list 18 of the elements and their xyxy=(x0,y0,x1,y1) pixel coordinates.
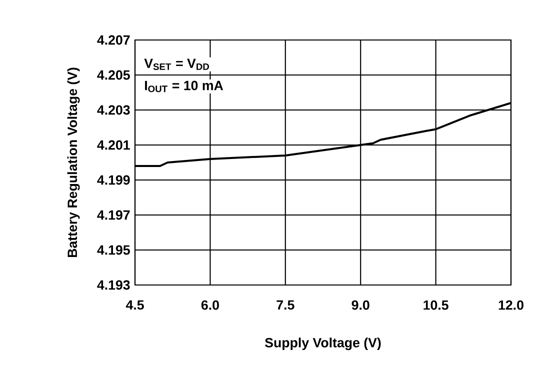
y-tick-label: 4.207 xyxy=(97,35,130,45)
y-tick-label: 4.199 xyxy=(97,175,130,185)
y-axis-title: Battery Regulation Voltage (V) xyxy=(67,68,80,258)
annotation: V$_{SET}$ = V$_{DD}$ xyxy=(144,58,209,70)
y-tick-label: 4.193 xyxy=(97,280,130,290)
y-tick-label: 4.201 xyxy=(97,140,130,150)
x-tick-label: 10.5 xyxy=(424,300,448,310)
annotation: I$_{OUT}$ = 10 mA xyxy=(145,80,224,92)
x-tick-label: 7.5 xyxy=(276,300,294,310)
y-tick-label: 4.205 xyxy=(97,70,130,80)
x-axis-title: Supply Voltage (V) xyxy=(264,338,381,350)
y-tick-label: 4.197 xyxy=(97,210,130,220)
x-tick-label: 9.0 xyxy=(352,300,370,310)
y-tick-label: 4.203 xyxy=(97,105,130,115)
x-tick-label: 4.5 xyxy=(126,300,144,310)
x-tick-label: 6.0 xyxy=(201,300,219,310)
x-tick-label: 12.0 xyxy=(498,300,524,310)
y-tick-label: 4.195 xyxy=(97,245,130,255)
